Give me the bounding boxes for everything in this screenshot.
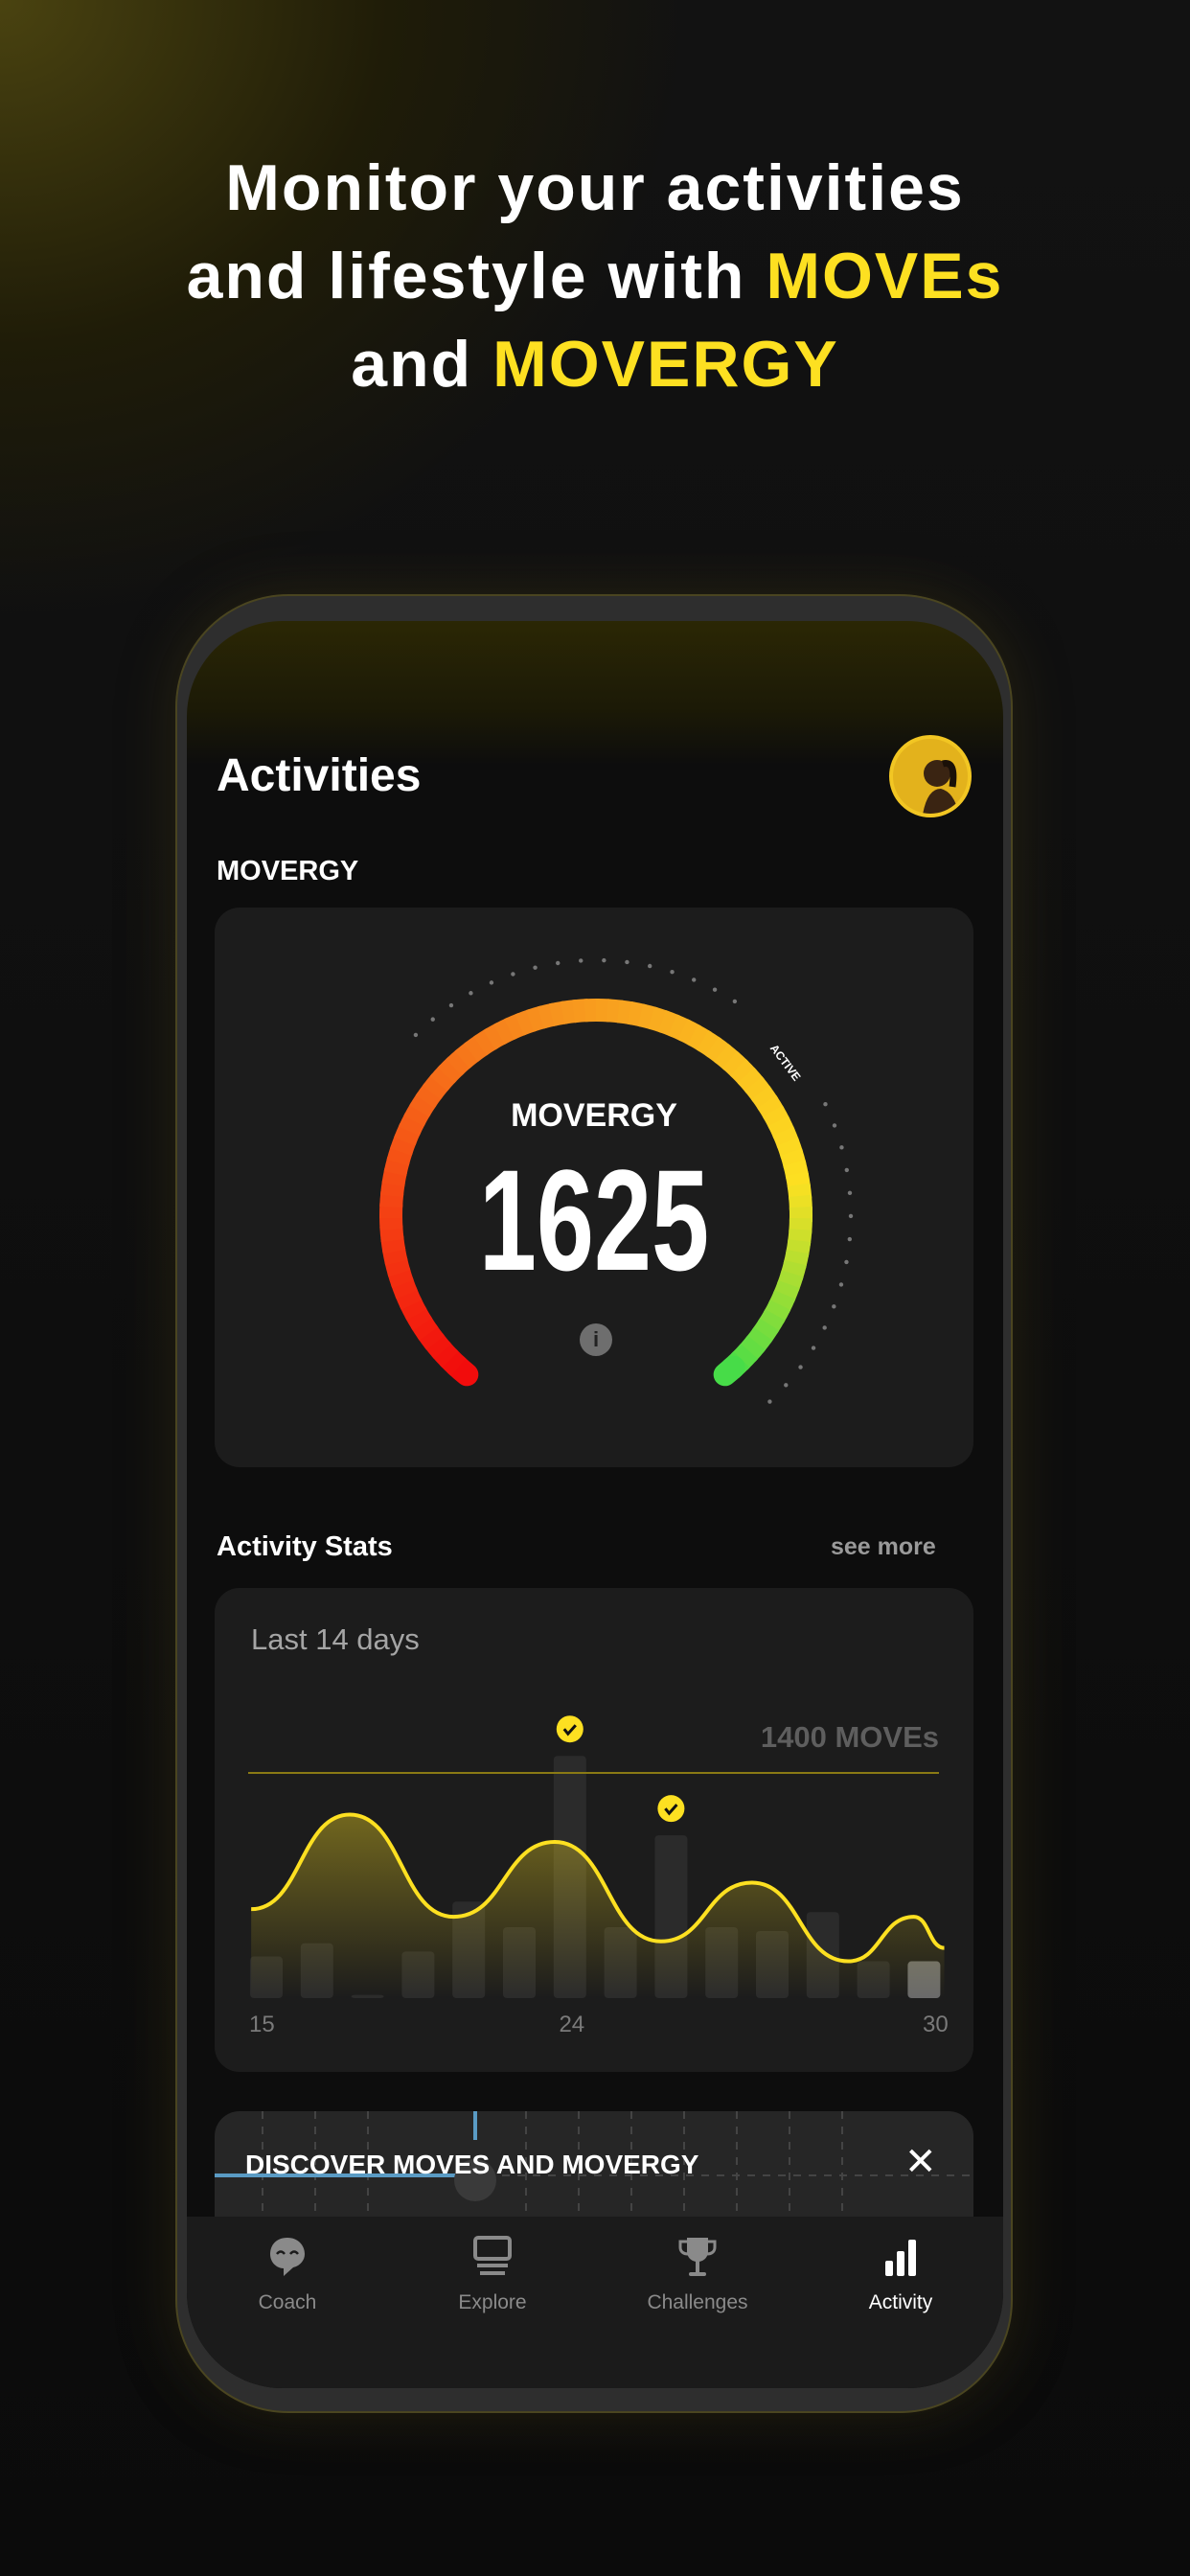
- gauge-tick-dot: [648, 963, 652, 969]
- tab-label: Challenges: [647, 2291, 748, 2313]
- goal-label: 1400 MOVEs: [760, 1720, 939, 1754]
- gauge-tick-dot: [625, 959, 629, 965]
- movergy-value: 1625: [478, 1139, 710, 1300]
- activity-stats-label: Activity Stats: [217, 1531, 393, 1562]
- check-icon: [664, 1804, 678, 1816]
- check-icon: [562, 1724, 577, 1736]
- gauge-tick-dot: [533, 965, 538, 970]
- tab-label: Coach: [258, 2291, 317, 2313]
- tab-explore[interactable]: Explore: [397, 2217, 588, 2388]
- tab-label: Activity: [868, 2291, 933, 2313]
- headline-line-3: and MOVERGY: [0, 320, 1190, 408]
- phone-screen: Activities MOVERGY MOVERGY 1625 i ACTIVE…: [187, 621, 1003, 2388]
- gauge-tick-dot: [692, 978, 697, 982]
- gauge-tick-dot: [822, 1325, 827, 1330]
- headline-highlight: MOVEs: [766, 240, 1004, 312]
- headline-text: and: [351, 328, 493, 401]
- gauge-tick-dot: [413, 1032, 419, 1038]
- gauge-tick-dot: [844, 1259, 849, 1265]
- see-more-link[interactable]: see more: [831, 1533, 936, 1560]
- gauge-tick-dot: [767, 1399, 772, 1404]
- tab-activity[interactable]: Activity: [805, 2217, 996, 2388]
- discover-title: DISCOVER MOVES AND MOVERGY: [245, 2150, 699, 2179]
- trophy-icon: [678, 2238, 717, 2276]
- movergy-card[interactable]: MOVERGY 1625 i ACTIVE: [215, 908, 973, 1467]
- headline: Monitor your activities and lifestyle wi…: [0, 144, 1190, 408]
- info-icon[interactable]: i: [580, 1323, 612, 1356]
- gauge-arc-segment: [713, 1355, 745, 1387]
- avatar-icon: [923, 760, 959, 814]
- gauge-tick-dot: [784, 1383, 789, 1388]
- gauge-tick-dot: [839, 1145, 844, 1150]
- gauge-tick-dot: [847, 1190, 853, 1196]
- headline-highlight: MOVERGY: [492, 328, 839, 401]
- gauge-label: MOVERGY: [511, 1097, 677, 1134]
- gauge-tick-dot: [469, 991, 473, 996]
- tab-coach[interactable]: Coach: [192, 2217, 383, 2388]
- headline-line-2: and lifestyle with MOVEs: [0, 232, 1190, 320]
- close-icon[interactable]: ✕: [904, 2141, 937, 2183]
- gauge-tick-dot: [556, 960, 561, 966]
- gauge-tick-dot: [844, 1167, 849, 1173]
- trend-area: [251, 1814, 945, 1998]
- tab-label: Explore: [458, 2291, 527, 2313]
- gauge-tick-dot: [838, 1282, 844, 1287]
- gauge-tick-dot: [832, 1304, 836, 1309]
- gauge-tick-dot: [448, 1002, 454, 1008]
- gauge-tick-dot: [670, 969, 675, 975]
- gauge-tick-dot: [832, 1123, 837, 1128]
- activity-stats-card[interactable]: Last 14 days 1400 MOVEs 15 24 30: [215, 1588, 973, 2072]
- gauge-tick-dot: [712, 987, 718, 992]
- activity-chart: [248, 1715, 945, 1998]
- trend-line: [251, 1812, 945, 1964]
- activity-icon: [885, 2240, 916, 2276]
- tab-challenges[interactable]: Challenges: [602, 2217, 793, 2388]
- gauge-tick-dot: [847, 1236, 853, 1242]
- movergy-section-label: MOVERGY: [217, 856, 359, 886]
- x-tick-label: 24: [559, 2012, 585, 2037]
- gauge-tick-dot: [511, 972, 515, 977]
- gauge-tick-dot: [579, 958, 584, 963]
- page-title: Activities: [217, 750, 422, 801]
- explore-icon: [473, 2236, 512, 2275]
- gauge-tick-dot: [489, 980, 494, 985]
- goal-achieved-icon: [657, 1795, 685, 1823]
- gauge-tick-dot: [430, 1017, 435, 1022]
- avatar[interactable]: [889, 735, 972, 817]
- goal-achieved-icon: [556, 1715, 584, 1743]
- gauge-tick-dot: [811, 1346, 816, 1350]
- gauge-tick-dot: [732, 999, 738, 1004]
- headline-line-1: Monitor your activities: [225, 151, 965, 224]
- x-tick-label: 15: [249, 2012, 275, 2037]
- movergy-gauge: [378, 957, 854, 1404]
- gauge-tick-dot: [798, 1365, 803, 1369]
- gauge-tick-dot: [848, 1213, 854, 1219]
- x-tick-label: 30: [923, 2012, 949, 2037]
- tab-bar: Coach Explore Challenges Activity: [187, 2217, 1003, 2388]
- period-label: Last 14 days: [251, 1622, 420, 1656]
- gauge-tick-dot: [823, 1102, 828, 1107]
- coach-icon: [270, 2238, 305, 2276]
- gauge-tick-dot: [602, 957, 606, 963]
- headline-text: and lifestyle with: [186, 240, 767, 312]
